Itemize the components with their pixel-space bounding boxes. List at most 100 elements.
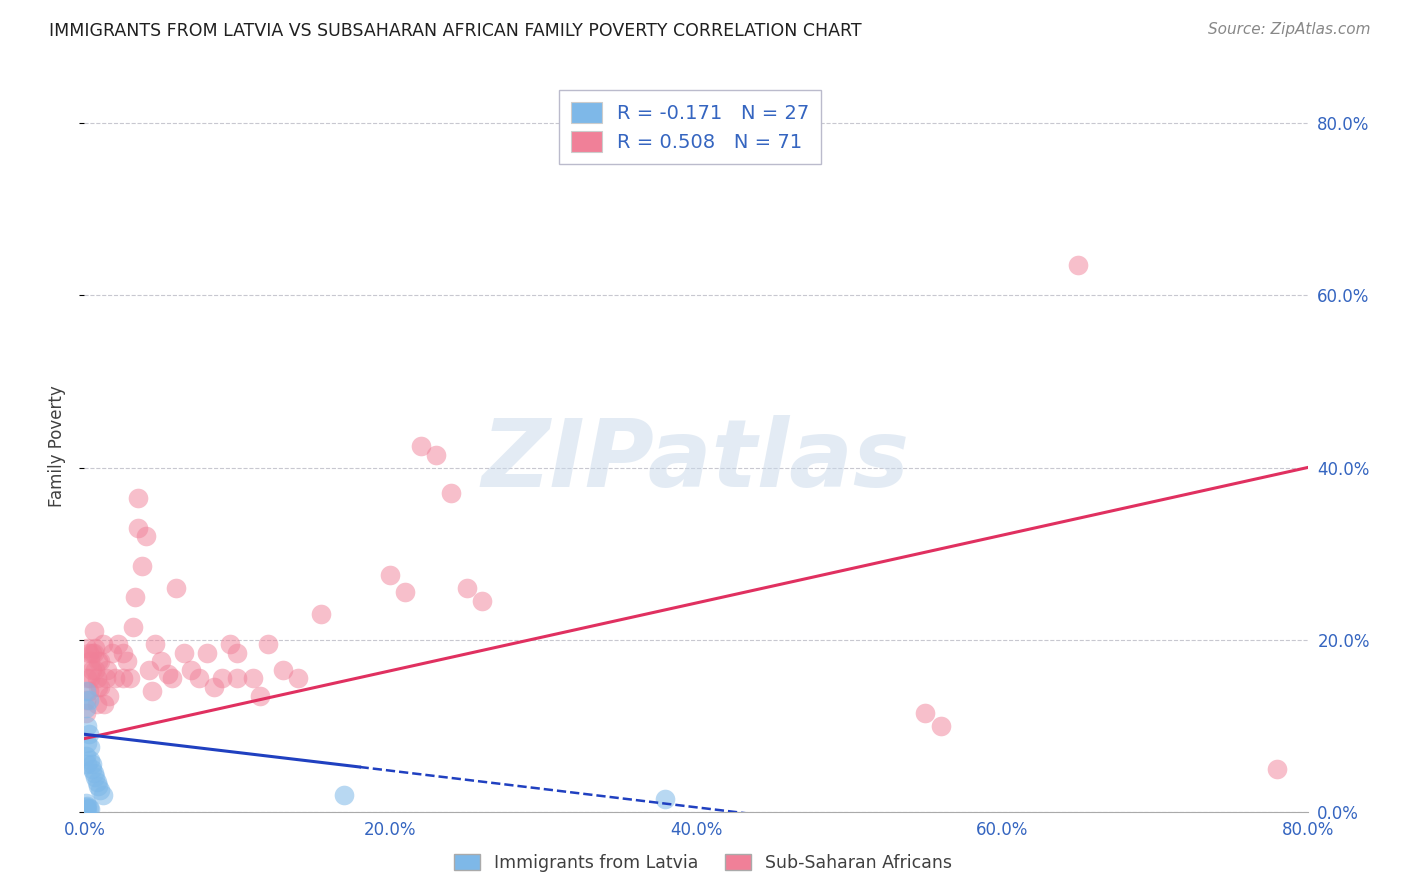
Point: [75, 796, 97, 810]
Point: [79, 753, 101, 767]
Point: [138, 663, 160, 677]
Point: [311, 607, 333, 621]
Point: [141, 684, 163, 698]
Point: [91, 637, 114, 651]
Point: [76, 757, 98, 772]
Point: [76, 719, 98, 733]
Point: [80, 646, 103, 660]
Point: [79, 671, 101, 685]
Point: [86, 697, 108, 711]
Point: [218, 637, 240, 651]
Point: [77, 646, 100, 660]
Point: [76, 641, 98, 656]
Point: [75, 800, 97, 814]
Point: [115, 654, 138, 668]
Point: [89, 680, 111, 694]
Point: [89, 654, 111, 668]
Point: [93, 697, 115, 711]
Legend: R = -0.171   N = 27, R = 0.508   N = 71: R = -0.171 N = 27, R = 0.508 N = 71: [560, 90, 821, 163]
Point: [77, 801, 100, 815]
Point: [226, 671, 249, 685]
Point: [143, 637, 166, 651]
Point: [202, 680, 225, 694]
Point: [87, 779, 110, 793]
Text: Source: ZipAtlas.com: Source: ZipAtlas.com: [1208, 22, 1371, 37]
Point: [84, 770, 107, 784]
Point: [86, 774, 108, 789]
Point: [188, 671, 211, 685]
Point: [83, 766, 105, 780]
Point: [79, 802, 101, 816]
Point: [83, 646, 105, 660]
Point: [76, 802, 98, 816]
Point: [76, 736, 98, 750]
Point: [96, 663, 118, 677]
Point: [127, 491, 149, 505]
Point: [180, 663, 202, 677]
Point: [101, 646, 124, 660]
Point: [87, 654, 110, 668]
Legend: Immigrants from Latvia, Sub-Saharan Africans: Immigrants from Latvia, Sub-Saharan Afri…: [447, 847, 959, 879]
Point: [77, 693, 100, 707]
Point: [287, 671, 309, 685]
Point: [75, 693, 97, 707]
Point: [157, 667, 180, 681]
Point: [257, 637, 280, 651]
Point: [173, 646, 195, 660]
Point: [456, 581, 478, 595]
Point: [226, 646, 249, 660]
Point: [75, 706, 97, 720]
Point: [75, 748, 97, 763]
Point: [89, 783, 111, 797]
Point: [84, 663, 107, 677]
Point: [249, 689, 271, 703]
Point: [77, 684, 100, 698]
Point: [79, 654, 101, 668]
Point: [120, 671, 142, 685]
Point: [440, 486, 463, 500]
Point: [149, 654, 172, 668]
Point: [127, 521, 149, 535]
Point: [195, 646, 218, 660]
Point: [80, 663, 103, 677]
Point: [80, 762, 103, 776]
Point: [77, 727, 100, 741]
Point: [394, 585, 416, 599]
Text: ZIPatlas: ZIPatlas: [482, 415, 910, 507]
Point: [165, 581, 187, 595]
Point: [1067, 258, 1090, 272]
Point: [1265, 762, 1288, 776]
Text: IMMIGRANTS FROM LATVIA VS SUBSAHARAN AFRICAN FAMILY POVERTY CORRELATION CHART: IMMIGRANTS FROM LATVIA VS SUBSAHARAN AFR…: [49, 22, 862, 40]
Point: [654, 792, 676, 806]
Point: [380, 568, 402, 582]
Point: [929, 719, 952, 733]
Point: [97, 689, 120, 703]
Point: [242, 671, 264, 685]
Point: [131, 559, 153, 574]
Point: [86, 671, 108, 685]
Point: [135, 529, 157, 543]
Point: [122, 620, 145, 634]
Point: [211, 671, 233, 685]
Point: [111, 671, 134, 685]
Point: [76, 671, 98, 685]
Point: [471, 594, 494, 608]
Point: [79, 740, 101, 755]
Point: [76, 798, 98, 813]
Point: [75, 803, 97, 817]
Point: [104, 671, 127, 685]
Y-axis label: Family Poverty: Family Poverty: [48, 385, 66, 507]
Point: [75, 684, 97, 698]
Point: [75, 701, 97, 715]
Point: [425, 448, 447, 462]
Point: [409, 439, 432, 453]
Point: [333, 788, 356, 802]
Point: [107, 637, 129, 651]
Point: [91, 788, 114, 802]
Point: [124, 590, 146, 604]
Point: [84, 641, 107, 656]
Point: [80, 757, 103, 772]
Point: [83, 624, 105, 638]
Point: [160, 671, 183, 685]
Point: [914, 706, 936, 720]
